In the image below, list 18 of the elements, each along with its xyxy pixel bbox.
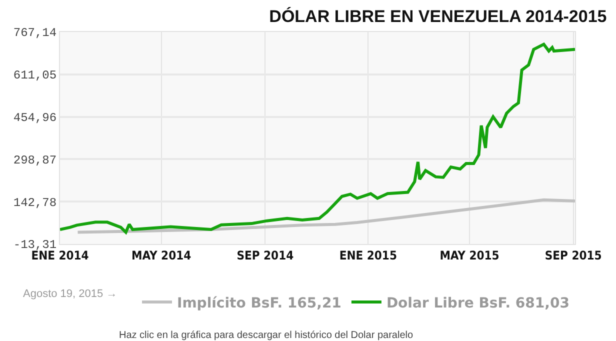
line-series xyxy=(76,198,575,234)
x-tick-label: ENE 2015 xyxy=(339,248,397,262)
y-tick-label: 611,05 xyxy=(13,68,57,83)
y-tick-label: 454,96 xyxy=(13,111,57,125)
text: Haz clic en la gráfica para descargar el histórico del Dolar paralelo xyxy=(119,330,414,341)
x-tick-label: SEP 2014 xyxy=(236,248,294,262)
legend-label: Dolar Libre BsF. 681,03 xyxy=(386,295,570,312)
x-tick-label: ENE 2014 xyxy=(31,248,90,262)
legend-label: Implícito BsF. 165,21 xyxy=(177,295,342,312)
x-tick-label: MAY 2014 xyxy=(132,248,192,262)
y-tick-label: 142,78 xyxy=(13,196,57,210)
text: Agosto 19, 2015 → xyxy=(23,288,118,300)
y-tick-label: 298,87 xyxy=(13,153,57,168)
chart-title: DÓLAR LIBRE EN VENEZUELA 2014-2015 xyxy=(269,6,607,26)
y-tick-label: 767,14 xyxy=(13,26,57,40)
x-tick-label: MAY 2015 xyxy=(440,248,500,262)
line-series xyxy=(60,42,575,234)
x-tick-label: SEP 2015 xyxy=(544,248,602,262)
